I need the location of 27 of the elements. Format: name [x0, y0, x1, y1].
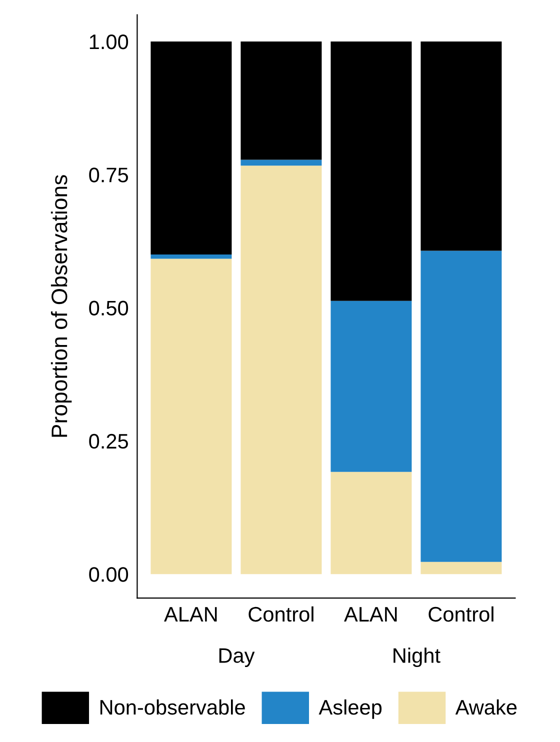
- x-tick-label: Control: [428, 606, 494, 622]
- bar: [420, 41, 502, 251]
- legend-label: Awake: [455, 699, 517, 715]
- legend-label: Non-observable: [100, 699, 245, 715]
- x-tick-label: ALAN: [164, 607, 217, 622]
- bar: [240, 160, 322, 166]
- x-tick-label: Control: [248, 606, 314, 622]
- bar: [240, 41, 322, 160]
- legend-label: Asleep: [318, 699, 382, 719]
- bar: [420, 250, 502, 562]
- y-tick-label: 0.75: [89, 168, 128, 182]
- y-tick-label: 0.50: [89, 300, 128, 316]
- y-tick-label: 0.25: [89, 434, 128, 449]
- bar: [330, 41, 412, 301]
- text: Night: [394, 648, 440, 668]
- y-axis-title: Proportion of Observations: [50, 175, 72, 437]
- bar: [150, 254, 232, 259]
- bar: [150, 41, 232, 255]
- bar: [240, 166, 322, 574]
- bar: [150, 258, 232, 574]
- bar: [330, 472, 412, 574]
- x-tick-label: ALAN: [344, 607, 397, 622]
- y-tick-label: 1.00: [90, 34, 128, 50]
- text: Day: [219, 648, 255, 668]
- bar: [420, 562, 502, 574]
- y-tick-label: 0.00: [89, 567, 128, 582]
- bar: [330, 300, 412, 472]
